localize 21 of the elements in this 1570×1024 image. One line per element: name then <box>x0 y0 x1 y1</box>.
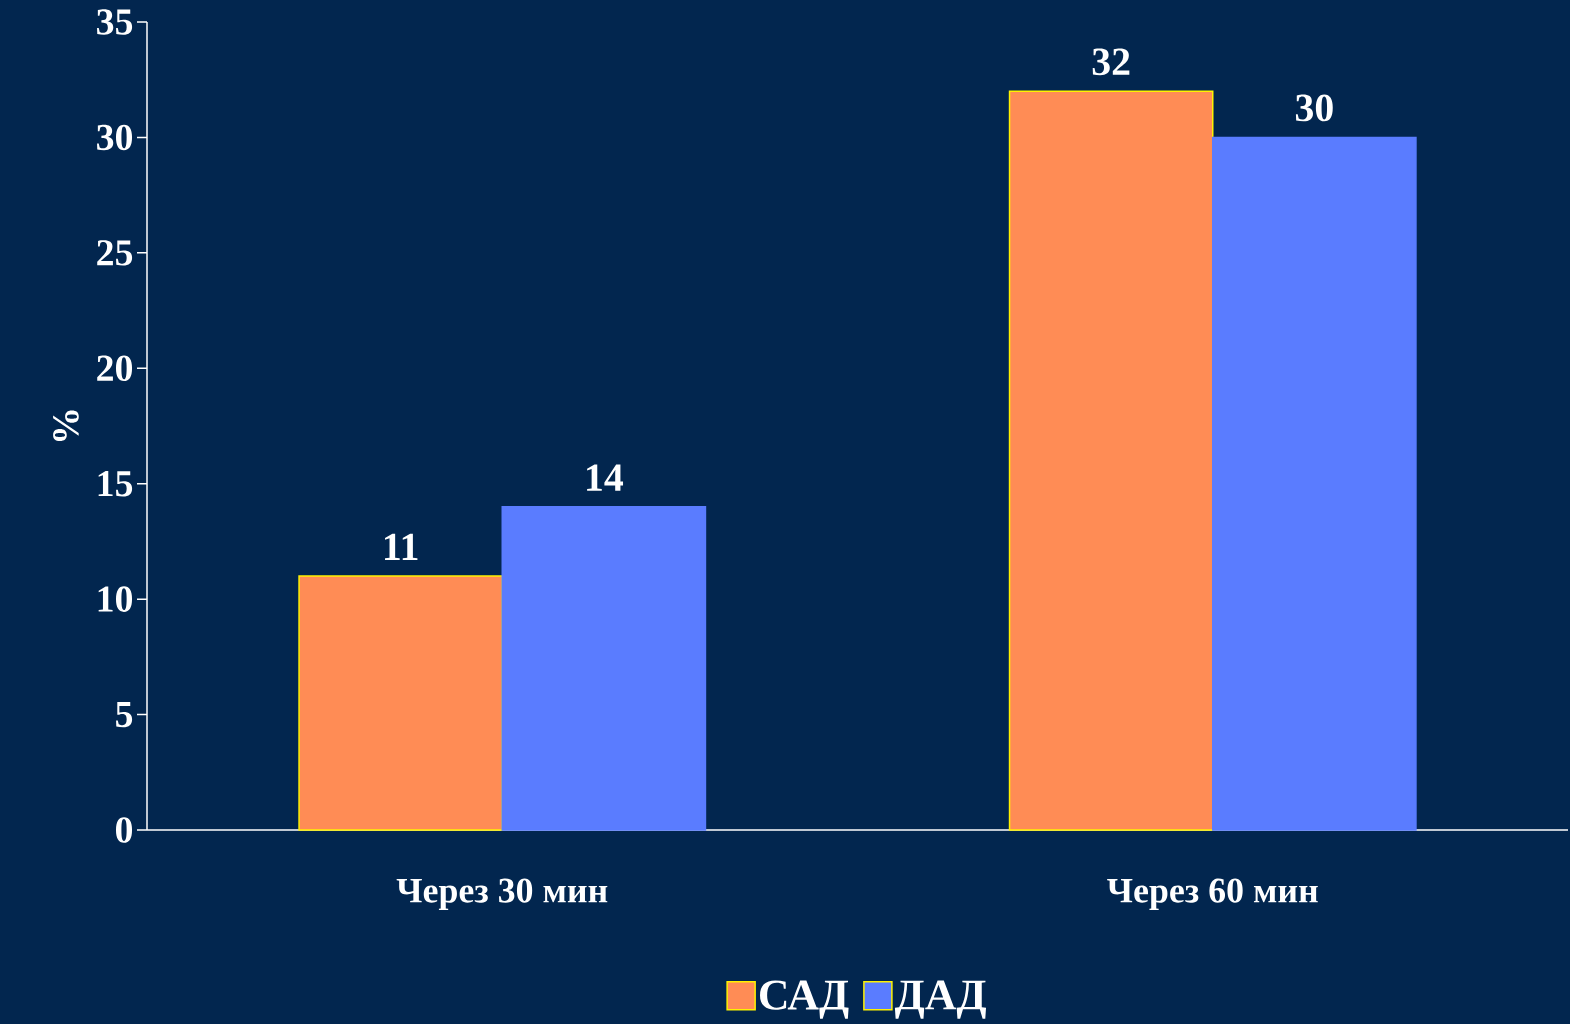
y-tick-label: 10 <box>98 586 133 612</box>
legend-label: ДАД <box>894 980 987 1019</box>
y-tick-label: 20 <box>97 355 133 382</box>
legend-label: САД <box>760 980 849 1019</box>
y-tick-label: 0 <box>115 817 133 843</box>
x-tick-label: Через 30 мин <box>396 878 608 911</box>
y-tick-label: 5 <box>116 701 133 728</box>
bar <box>1008 90 1214 831</box>
bar <box>1211 136 1417 831</box>
y-tick-label: 35 <box>97 9 133 35</box>
bar <box>501 506 707 831</box>
y-tick-label: 30 <box>97 124 133 151</box>
data-label: 14 <box>587 464 624 491</box>
y-tick-label: 15 <box>98 471 133 497</box>
data-label: 32 <box>1092 48 1130 76</box>
bar <box>298 575 503 831</box>
data-label: 11 <box>385 533 418 560</box>
x-tick-label: Через 60 мин <box>1107 878 1318 911</box>
data-label: 30 <box>1295 94 1333 122</box>
y-axis-title: % <box>53 410 79 442</box>
y-tick-label: 25 <box>97 240 133 266</box>
